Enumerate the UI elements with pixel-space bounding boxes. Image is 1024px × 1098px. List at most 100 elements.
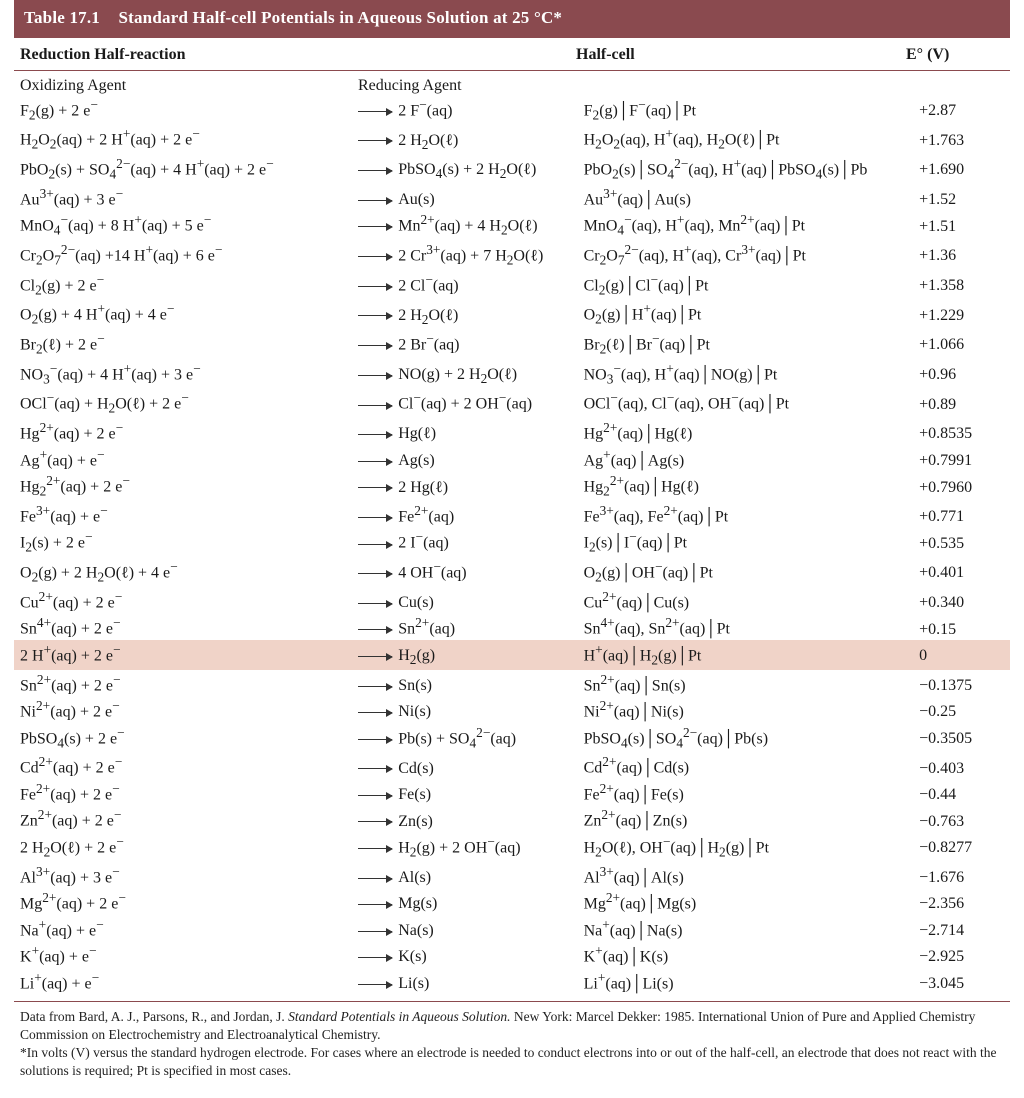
oxidizing-agent-cell: F2(g) + 2 e− [14,95,352,125]
half-cell-cell: Hg2+(aq)│Hg(ℓ) [578,419,914,446]
reducing-agent-cell: Au(s) [352,184,577,211]
column-header-row: Reduction Half-reaction Half-cell E° (V) [14,38,1010,71]
potential-cell: +0.771 [913,501,1010,528]
table-row: 2 H2O(ℓ) + 2 e−H2(g) + 2 OH−(aq)H2O(ℓ), … [14,832,1010,862]
half-cell-cell: Cd2+(aq)│Cd(s) [578,753,914,780]
table-row: Br2(ℓ) + 2 e−2 Br−(aq)Br2(ℓ)│Br−(aq)│Pt+… [14,329,1010,359]
oxidizing-agent-cell: Zn2+(aq) + 2 e− [14,806,352,833]
potential-cell: +1.52 [913,184,1010,211]
potential-cell: +1.066 [913,329,1010,359]
arrow-icon [358,848,392,849]
reducing-agent-cell: Sn2+(aq) [352,614,577,641]
oxidizing-agent-cell: Na+(aq) + e− [14,915,352,942]
half-cell-cell: MnO4−(aq), H+(aq), Mn2+(aq)│Pt [578,211,914,241]
half-cell-cell: H2O2(aq), H+(aq), H2O(ℓ)│Pt [578,125,914,155]
oxidizing-agent-cell: O2(g) + 2 H2O(ℓ) + 4 e− [14,558,352,588]
oxidizing-agent-cell: Hg22+(aq) + 2 e− [14,472,352,502]
arrow-icon [358,984,392,985]
arrow-icon [358,200,392,201]
table-title-bar: Table 17.1 Standard Half-cell Potentials… [14,0,1010,38]
oxidizing-agent-cell: Ni2+(aq) + 2 e− [14,696,352,723]
half-cell-cell: Cu2+(aq)│Cu(s) [578,587,914,614]
table-row: Hg2+(aq) + 2 e−Hg(ℓ)Hg2+(aq)│Hg(ℓ)+0.853… [14,419,1010,446]
table-row: Mg2+(aq) + 2 e−Mg(s)Mg2+(aq)│Mg(s)−2.356 [14,888,1010,915]
potential-cell: +1.763 [913,125,1010,155]
potential-cell: 0 [913,640,1010,670]
potential-cell: +1.36 [913,240,1010,270]
table-row: MnO4−(aq) + 8 H+(aq) + 5 e−Mn2+(aq) + 4 … [14,211,1010,241]
arrow-icon [358,904,392,905]
oxidizing-agent-cell: Fe3+(aq) + e− [14,501,352,528]
table-row: I2(s) + 2 e−2 I−(aq)I2(s)│I−(aq)│Pt+0.53… [14,528,1010,558]
reducing-agent-cell: Li(s) [352,968,577,995]
table-row: Al3+(aq) + 3 e−Al(s)Al3+(aq)│Al(s)−1.676 [14,862,1010,889]
arrow-icon [358,629,392,630]
footnote-line: Data from Bard, A. J., Parsons, R., and … [20,1008,1004,1044]
half-cell-cell: Na+(aq)│Na(s) [578,915,914,942]
reducing-agent-cell: 4 OH−(aq) [352,558,577,588]
reducing-agent-cell: H2(g) [352,640,577,670]
arrow-icon [358,739,392,740]
potential-cell: +0.7991 [913,445,1010,472]
potential-cell: −2.925 [913,941,1010,968]
oxidizing-agent-cell: Sn4+(aq) + 2 e− [14,614,352,641]
reducing-agent-cell: H2(g) + 2 OH−(aq) [352,832,577,862]
table-row: F2(g) + 2 e−2 F−(aq)F2(g)│F−(aq)│Pt+2.87 [14,95,1010,125]
table-row: Cl2(g) + 2 e−2 Cl−(aq)Cl2(g)│Cl−(aq)│Pt+… [14,270,1010,300]
oxidizing-agent-cell: Au3+(aq) + 3 e− [14,184,352,211]
potential-cell: −2.714 [913,915,1010,942]
reducing-agent-cell: Cu(s) [352,587,577,614]
oxidizing-agent-cell: Br2(ℓ) + 2 e− [14,329,352,359]
reducing-agent-cell: Pb(s) + SO42−(aq) [352,723,577,753]
oxidizing-agent-cell: Cu2+(aq) + 2 e− [14,587,352,614]
oxidizing-agent-cell: Li+(aq) + e− [14,968,352,995]
reducing-agent-cell: Cl−(aq) + 2 OH−(aq) [352,389,577,419]
table-row: Na+(aq) + e−Na(s)Na+(aq)│Na(s)−2.714 [14,915,1010,942]
oxidizing-agent-cell: H2O2(aq) + 2 H+(aq) + 2 e− [14,125,352,155]
reducing-agent-cell: Mg(s) [352,888,577,915]
half-cell-cell: Au3+(aq)│Au(s) [578,184,914,211]
arrow-icon [358,405,392,406]
oxidizing-agent-cell: Mg2+(aq) + 2 e− [14,888,352,915]
oxidizing-agent-cell: OCl−(aq) + H2O(ℓ) + 2 e− [14,389,352,419]
table-row: Ag+(aq) + e−Ag(s)Ag+(aq)│Ag(s)+0.7991 [14,445,1010,472]
potential-cell: +0.340 [913,587,1010,614]
reducing-agent-cell: Sn(s) [352,670,577,697]
potential-cell: +1.51 [913,211,1010,241]
table-row: Ni2+(aq) + 2 e−Ni(s)Ni2+(aq)│Ni(s)−0.25 [14,696,1010,723]
reducing-agent-cell: 2 Br−(aq) [352,329,577,359]
arrow-icon [358,821,392,822]
oxidizing-agent-cell: Fe2+(aq) + 2 e− [14,779,352,806]
table-container: Table 17.1 Standard Half-cell Potentials… [0,0,1024,1098]
potential-cell: +0.96 [913,359,1010,389]
half-cell-cell: OCl−(aq), Cl−(aq), OH−(aq)│Pt [578,389,914,419]
arrow-icon [358,256,392,257]
half-cell-cell: Cr2O72−(aq), H+(aq), Cr3+(aq)│Pt [578,240,914,270]
arrow-icon [358,712,392,713]
table-number: Table 17.1 [24,8,100,27]
reducing-agent-cell: K(s) [352,941,577,968]
reducing-agent-cell: NO(g) + 2 H2O(ℓ) [352,359,577,389]
potential-cell: +0.15 [913,614,1010,641]
oxidizing-agent-cell: O2(g) + 4 H+(aq) + 4 e− [14,300,352,330]
oxidizing-agent-cell: NO3−(aq) + 4 H+(aq) + 3 e− [14,359,352,389]
half-cell-cell: O2(g)│OH−(aq)│Pt [578,558,914,588]
reducing-agent-cell: Na(s) [352,915,577,942]
arrow-icon [358,795,392,796]
potential-cell: −1.676 [913,862,1010,889]
oxidizing-agent-cell: Al3+(aq) + 3 e− [14,862,352,889]
oxidizing-agent-cell: Cl2(g) + 2 e− [14,270,352,300]
reducing-agent-cell: Mn2+(aq) + 4 H2O(ℓ) [352,211,577,241]
table-row: Fe3+(aq) + e−Fe2+(aq)Fe3+(aq), Fe2+(aq)│… [14,501,1010,528]
half-cell-cell: H2O(ℓ), OH−(aq)│H2(g)│Pt [578,832,914,862]
half-cell-cell: Sn4+(aq), Sn2+(aq)│Pt [578,614,914,641]
reducing-agent-cell: Ag(s) [352,445,577,472]
half-cell-cell: Zn2+(aq)│Zn(s) [578,806,914,833]
reducing-agent-cell: Fe2+(aq) [352,501,577,528]
half-cell-cell: PbSO4(s)│SO42−(aq)│Pb(s) [578,723,914,753]
reducing-agent-cell: Ni(s) [352,696,577,723]
half-cell-cell: Ni2+(aq)│Ni(s) [578,696,914,723]
reducing-agent-cell: Al(s) [352,862,577,889]
arrow-icon [358,768,392,769]
arrow-icon [358,315,392,316]
